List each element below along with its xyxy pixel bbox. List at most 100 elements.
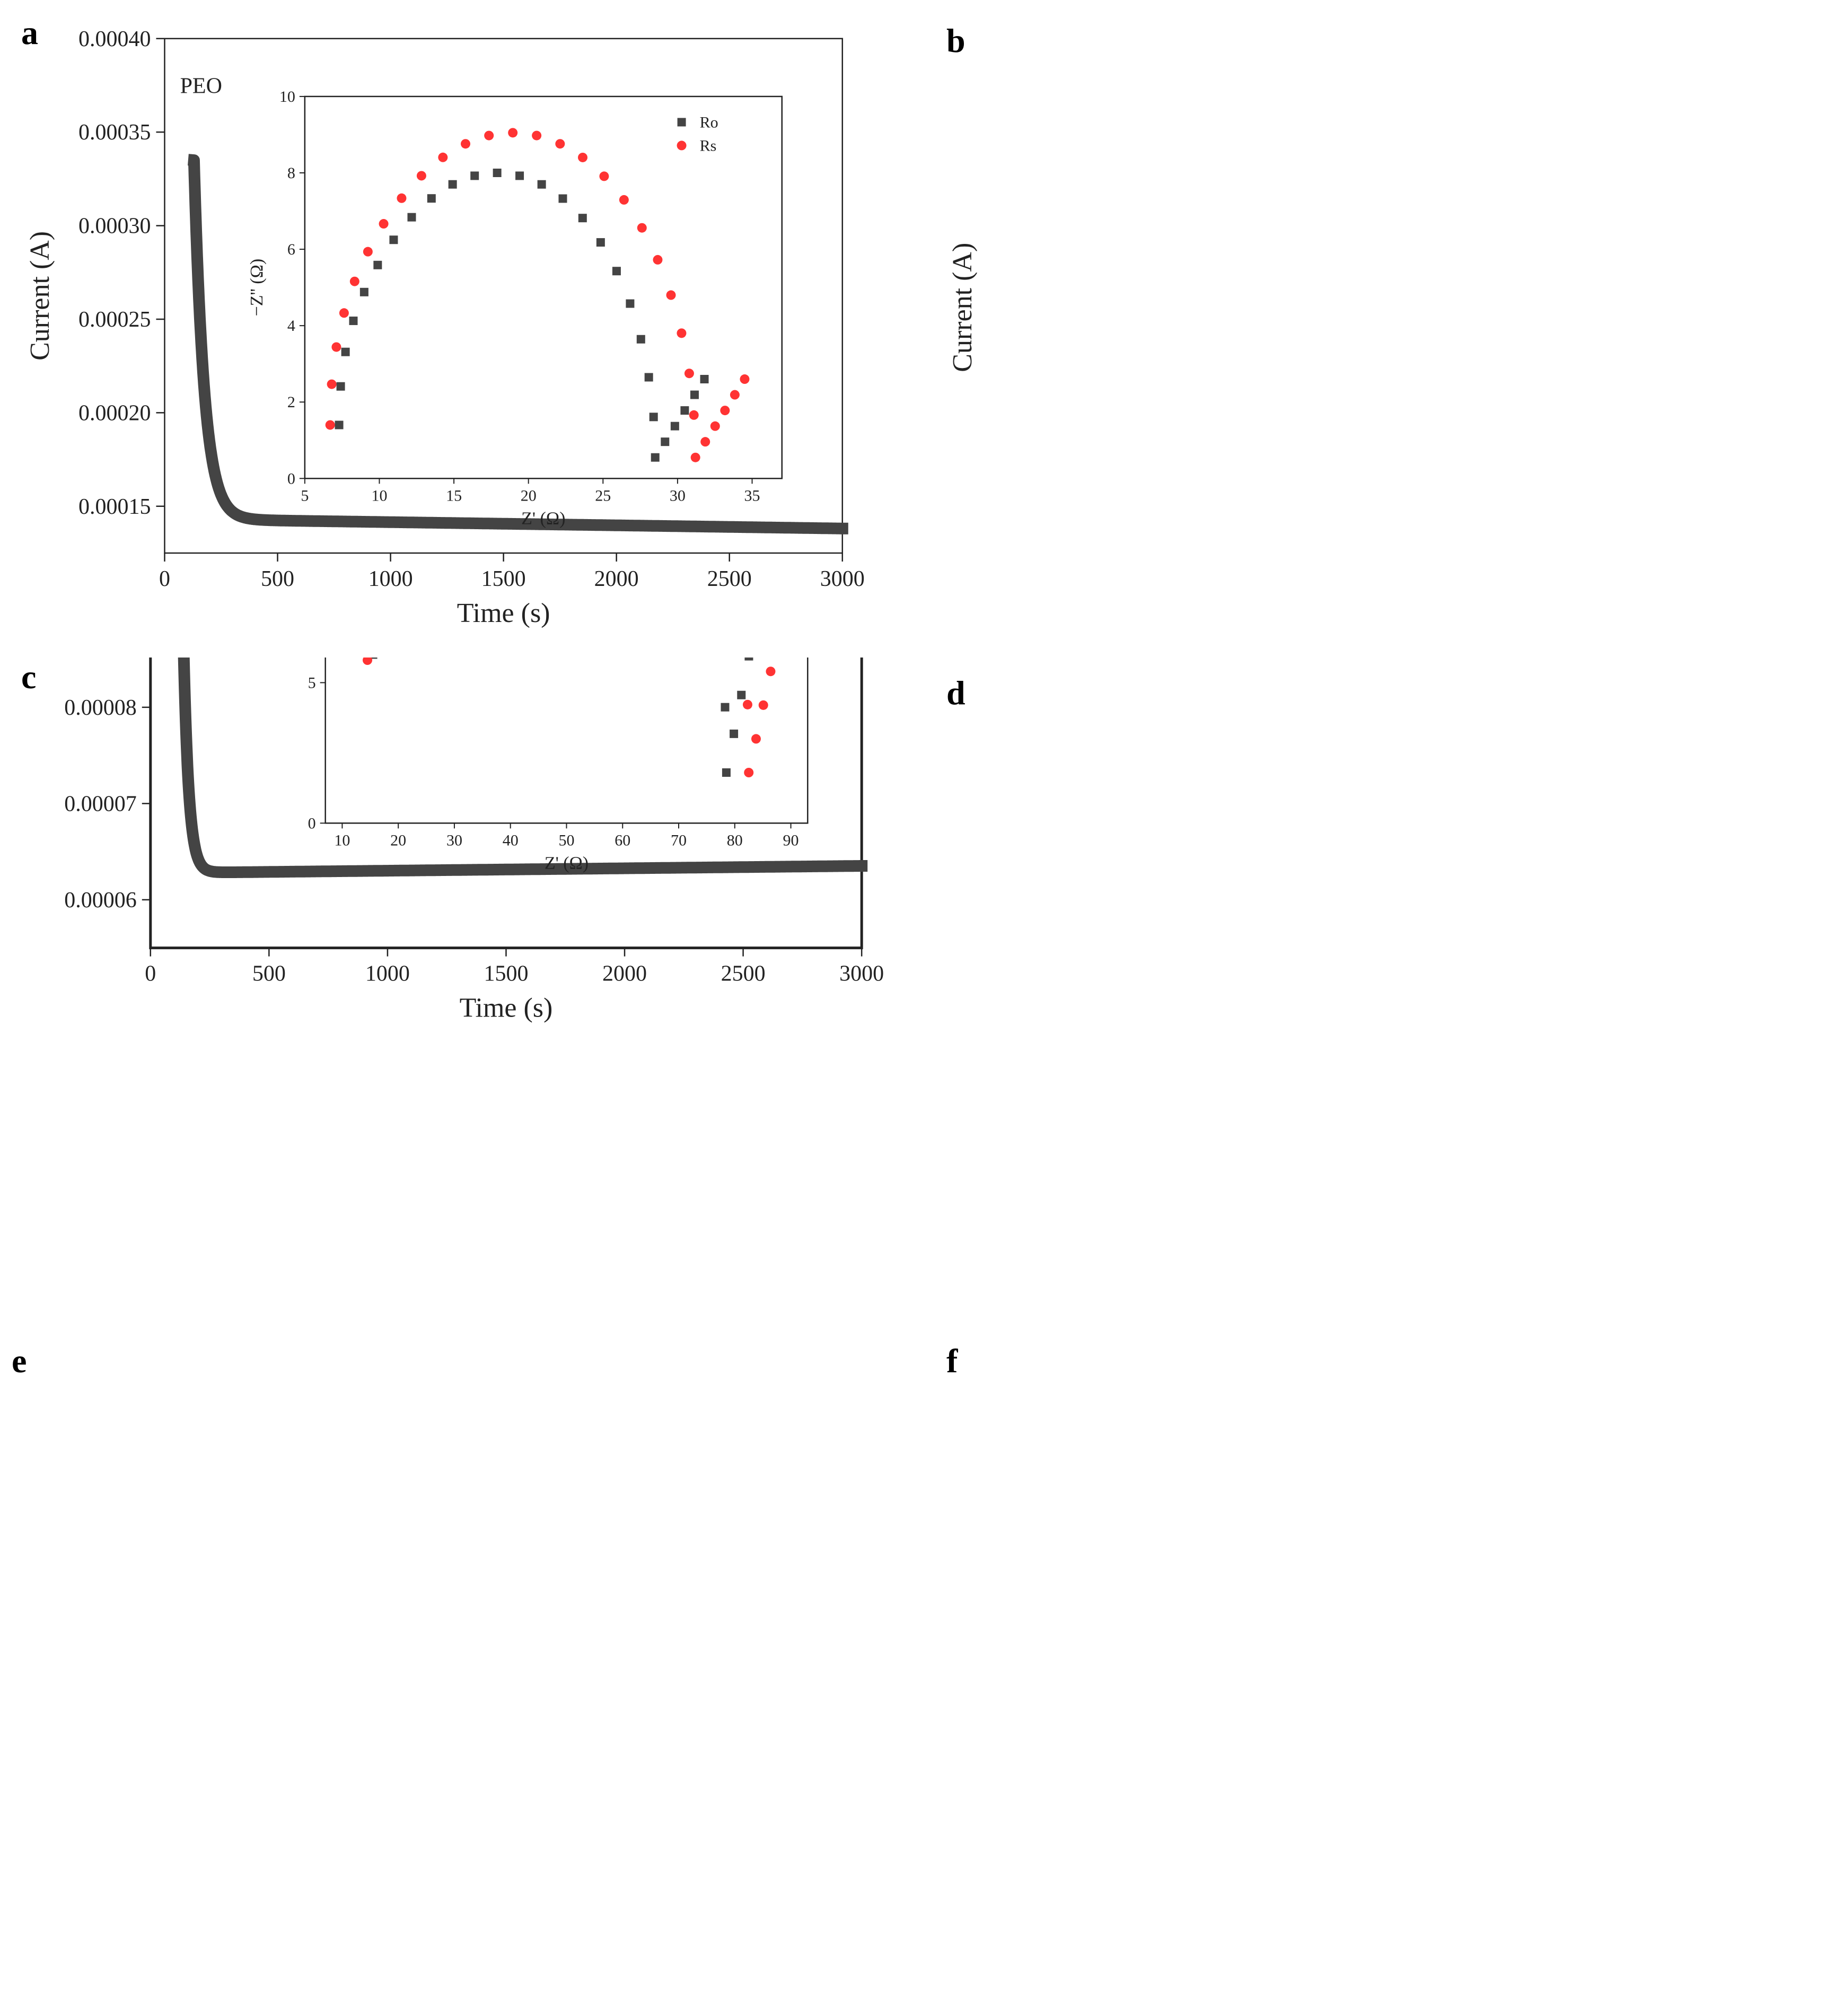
inset-x-tick-label: 70 [671,831,687,849]
rs-point [379,219,389,229]
ro-point [722,768,731,777]
panel-c-letter: c [21,658,37,696]
y-tick-label: 0.00015 [78,495,151,519]
legend-marker-ro [677,118,686,127]
panel-d: d 0500100015002000250030000.000180.00020… [923,658,1834,1342]
inset-x-tick-label: 90 [783,831,799,849]
rs-point [677,328,687,338]
ro-point [368,658,378,659]
ro-point [737,690,746,699]
inset-x-tick-label: 35 [744,487,760,504]
inset-x-tick-label: 10 [371,487,387,504]
rs-point [508,128,518,138]
rs-point [397,193,407,203]
inset-x-tick-label: 30 [670,487,686,504]
rs-point [689,410,699,420]
ro-point [493,169,502,178]
x-tick-label: 3000 [820,567,865,591]
rs-point [577,152,587,162]
inset-y-tick-label: 10 [279,88,295,106]
rs-point [730,390,740,400]
panel-e: e 0500100015002000250030000.000120.00013… [0,1342,901,2016]
ro-point [649,413,658,422]
panel-b-letter: b [946,22,966,59]
panel-a-letter: a [21,14,38,51]
panel-d-letter: d [946,674,966,712]
rs-point [766,667,776,677]
rs-point [484,130,494,141]
rs-point [710,421,720,431]
inset-y-tick-label: 0 [287,470,295,487]
inset-frame [304,95,783,479]
inset-y-tick-label: 0 [308,814,316,832]
rs-point [653,255,663,265]
chart-a: 0 500 1000 1500 2000 2500 3000 0.00015 0.00020 0.… [25,27,865,628]
inset-series-ro [368,658,753,777]
ro-point [359,287,368,296]
ro-point [537,180,546,189]
x-tick-label: 1000 [368,567,413,591]
y-tick-label: 0.00030 [78,214,151,239]
panel-c: c 0 500 1000 1500 2000 2500 3000 0.00006 0.00007… [0,658,901,1342]
y-tick-label: 0.00035 [78,120,151,145]
ro-point [335,420,344,430]
inset-y-tick-label: 4 [287,317,295,335]
rs-point [637,223,647,233]
inset-y-axis-label: −Z'' (Ω) [247,259,267,317]
rs-point [363,658,372,665]
plot-frame-a [164,38,844,554]
chart-e: 0500100015002000250030000.000120.000130.… [0,1342,901,2016]
inset-series-rs [363,658,776,778]
ro-point [744,658,753,661]
x-tick-label: 1500 [484,962,528,986]
inset-x-tick-label: 30 [446,831,462,849]
inset-x-tick-label: 40 [503,831,519,849]
inset-x-axis-label: Z' (Ω) [521,509,565,528]
inset-y-tick-label: 6 [287,241,295,258]
plot-frame-c [149,658,863,950]
inset-x-tick-label: 60 [615,831,630,849]
inset-frame [324,658,809,824]
y-axis-label: Current (A) [947,243,978,372]
series-current-a [187,154,848,534]
ro-point [636,335,645,344]
chart-c: 0 500 1000 1500 2000 2500 30000.000060.000070.… [64,658,884,1023]
ro-point [448,180,457,189]
x-tick-label: 2000 [594,567,639,591]
panel-f-letter: f [946,1342,958,1380]
y-tick-label: 0.00007 [64,792,137,816]
inset-c: 1020304050607080900510152025Z' (Ω)−Z'' (… [308,658,809,873]
rs-point [438,152,448,162]
y-tick-label: 0.00040 [78,27,151,51]
x-tick-label: 3000 [839,962,884,986]
panel-f: f 3.03.33.63.94.24.54.85.10.0000000.0000… [923,1342,1834,2016]
rs-point [684,369,694,379]
ro-point [651,453,660,462]
ro-point [470,171,479,180]
ro-point [427,194,436,203]
x-tick-label: 1000 [365,962,410,986]
ro-point [515,171,524,180]
ro-point [578,214,587,223]
inset-y-tick-label: 5 [308,674,316,691]
ro-point [690,390,699,399]
ro-point [670,422,679,431]
inset-series-rs [325,128,750,462]
inset-x-tick-label: 50 [558,831,574,849]
rs-point [744,768,754,778]
ro-point [661,437,670,446]
x-tick-label: 2500 [721,962,766,986]
y-axis-label: Current (A) [25,231,55,361]
panel-a: a 0 500 1000 1500 2000 2500 3000 0.00015 0.00020… [0,0,901,658]
rs-point [751,734,761,744]
chart-f: 3.03.33.63.94.24.54.85.10.0000000.000002… [923,1342,1834,2016]
inset-x-tick-label: 25 [595,487,611,504]
rs-point [619,195,629,205]
rs-point [331,342,341,352]
decay-line [178,658,868,878]
inset-y-tick-label: 2 [287,393,295,411]
x-tick-label: 1500 [481,567,526,591]
rs-point [758,700,768,710]
rs-point [363,247,373,257]
x-axis-label: Time (s) [457,598,550,628]
